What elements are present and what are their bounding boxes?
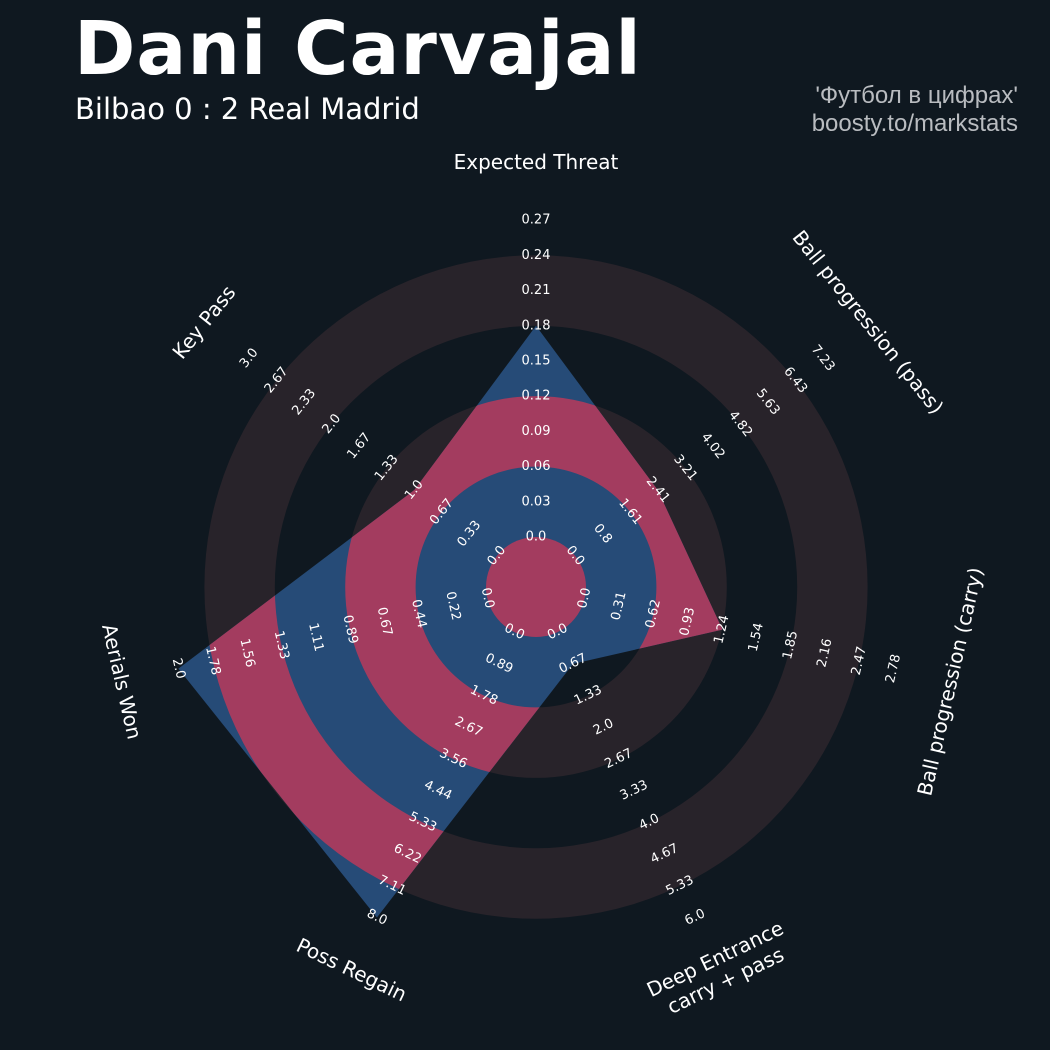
radar-tick-label: 0.44	[408, 598, 429, 630]
radar-parameter-label: Ball progression (carry)	[912, 565, 988, 798]
radar-tick-label: 2.16	[814, 637, 835, 669]
radar-tick-label: 0.03	[522, 494, 551, 509]
radar-tick-label: 1.78	[202, 645, 223, 677]
radar-tick-label: 0.22	[442, 590, 463, 622]
credit-line-2: boosty.to/markstats	[811, 110, 1018, 137]
player-name-title: Dani Carvajal	[74, 6, 642, 92]
radar-tick-label: 0.93	[677, 606, 698, 638]
radar-tick-label: 0.06	[522, 459, 551, 474]
radar-tick-label: 1.85	[780, 629, 801, 661]
radar-parameter-label: Ball progression (pass)	[788, 226, 949, 419]
radar-tick-label: 2.47	[849, 645, 870, 677]
radar-tick-label: 0.0	[575, 586, 594, 610]
radar-tick-label: 1.54	[746, 622, 767, 654]
radar-tick-label: 0.0	[478, 586, 497, 610]
radar-tick-label: 0.0	[526, 530, 547, 545]
radar-tick-label: 0.31	[609, 590, 630, 622]
radar-parameter-label: Deep Entrancecarry + pass	[643, 916, 798, 1024]
radar-tick-label: 0.89	[339, 614, 360, 646]
radar-parameter-label: Poss Regain	[293, 933, 411, 1006]
radar-tick-label: 0.18	[522, 318, 551, 333]
match-subtitle: Bilbao 0 : 2 Real Madrid	[75, 92, 420, 126]
radar-tick-label: 2.78	[883, 653, 904, 685]
radar-tick-label: 6.0	[683, 906, 708, 928]
credit-line-1: 'Футбол в цифрах'	[815, 82, 1018, 109]
radar-tick-label: 0.67	[374, 606, 395, 638]
radar-tick-label: 2.0	[169, 657, 188, 681]
radar-tick-label: 0.27	[522, 213, 551, 228]
radar-tick-label: 0.62	[643, 598, 664, 630]
radar-tick-label: 1.33	[271, 629, 292, 661]
radar-tick-label: 3.0	[237, 346, 262, 372]
radar-tick-label: 1.24	[711, 614, 732, 646]
radar-tick-label: 0.24	[522, 248, 551, 263]
radar-tick-label: 1.67	[344, 430, 374, 462]
radar-tick-label: 1.11	[305, 622, 326, 654]
radar-tick-label: 0.21	[522, 283, 551, 298]
radar-tick-label: 1.56	[236, 637, 257, 669]
radar-ring-band-highlight	[486, 537, 586, 637]
radar-tick-label: 3.33	[618, 778, 651, 804]
radar-parameter-label: Key Pass	[167, 281, 240, 364]
radar-tick-label: 7.23	[808, 342, 838, 374]
radar-tick-label: 8.0	[364, 906, 389, 928]
radar-tick-label: 0.12	[522, 389, 551, 404]
radar-parameter-label: Aerials Won	[97, 622, 147, 742]
radar-tick-label: 0.09	[522, 424, 551, 439]
radar-tick-label: 4.02	[698, 430, 728, 462]
radar-tick-label: 0.15	[522, 354, 551, 369]
radar-parameter-label: Expected Threat	[454, 150, 619, 174]
